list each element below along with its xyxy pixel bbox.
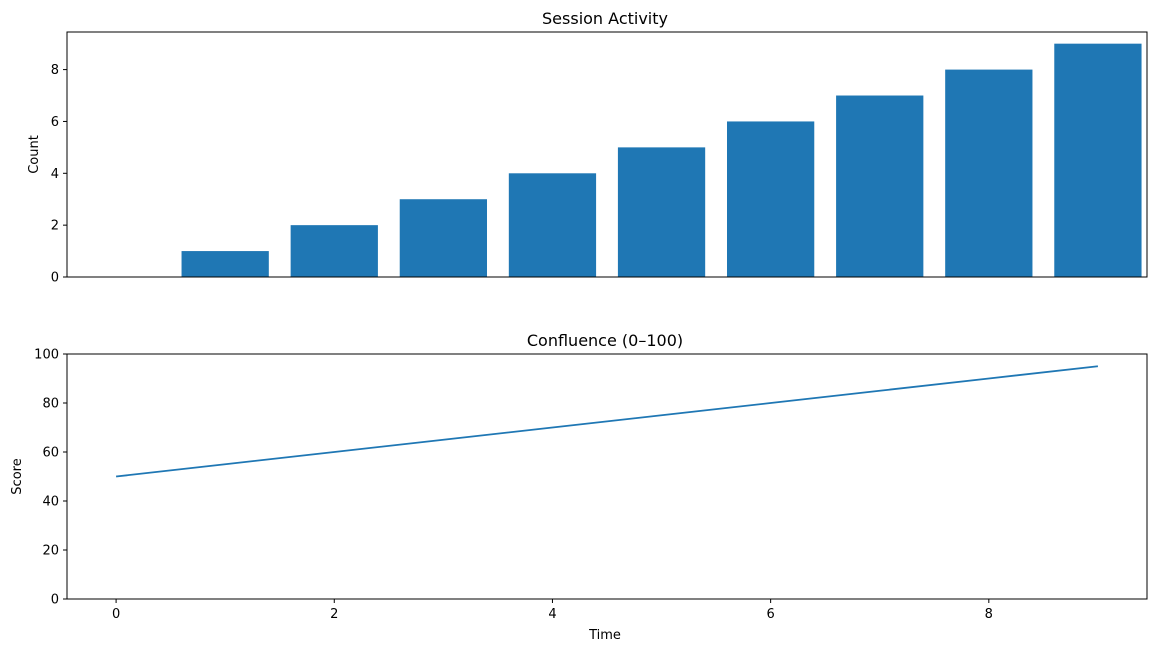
line-x-axis-label: Time [588,628,621,643]
line-chart-panel: Confluence (0–100) 0 2 4 6 8 0 20 40 60 80 100 Ti… [10,331,1148,643]
bar [945,69,1033,277]
line-x-tick-label: 0 [112,607,120,622]
bar [508,173,597,277]
line-y-tick-label: 80 [42,397,59,412]
bar-series [181,43,1142,277]
bar-y-tick-label: 2 [51,219,59,234]
line-series [115,365,1099,478]
line-x-axis: 0 2 4 6 8 [112,599,993,622]
line-x-tick-label: 6 [766,607,774,622]
line-y-tick-label: 60 [42,446,59,461]
line-y-tick-label: 100 [34,348,59,363]
bar [290,225,378,277]
line-x-tick-label: 2 [330,607,338,622]
line-x-tick-label: 4 [548,607,556,622]
bar [181,251,269,277]
line-y-tick-label: 0 [51,593,59,608]
bar-y-axis: 0 2 4 6 8 [51,63,67,286]
line-x-tick-label: 8 [985,607,993,622]
bar-chart-panel: Session Activity 0 2 4 6 8 Count [27,9,1148,286]
bar-plot-frame [66,31,1148,278]
bar [836,95,924,277]
bar [727,121,815,277]
bar-y-tick-label: 4 [51,167,59,182]
line-y-tick-label: 40 [42,495,59,510]
bar-y-tick-label: 0 [51,271,59,286]
bar [617,147,706,277]
line-y-tick-label: 20 [42,544,59,559]
line-y-axis-label: Score [10,458,25,494]
bar [399,199,487,277]
bar-y-axis-label: Count [27,135,42,174]
bar-y-tick-label: 8 [51,63,59,78]
bar-y-tick-label: 6 [51,115,59,130]
bar-chart-title: Session Activity [542,9,668,28]
line-plot-frame [66,353,1148,600]
line-y-axis: 0 20 40 60 80 100 [34,348,67,608]
line-chart-title: Confluence (0–100) [527,331,683,350]
score-line [115,365,1099,478]
bar [1054,43,1142,277]
